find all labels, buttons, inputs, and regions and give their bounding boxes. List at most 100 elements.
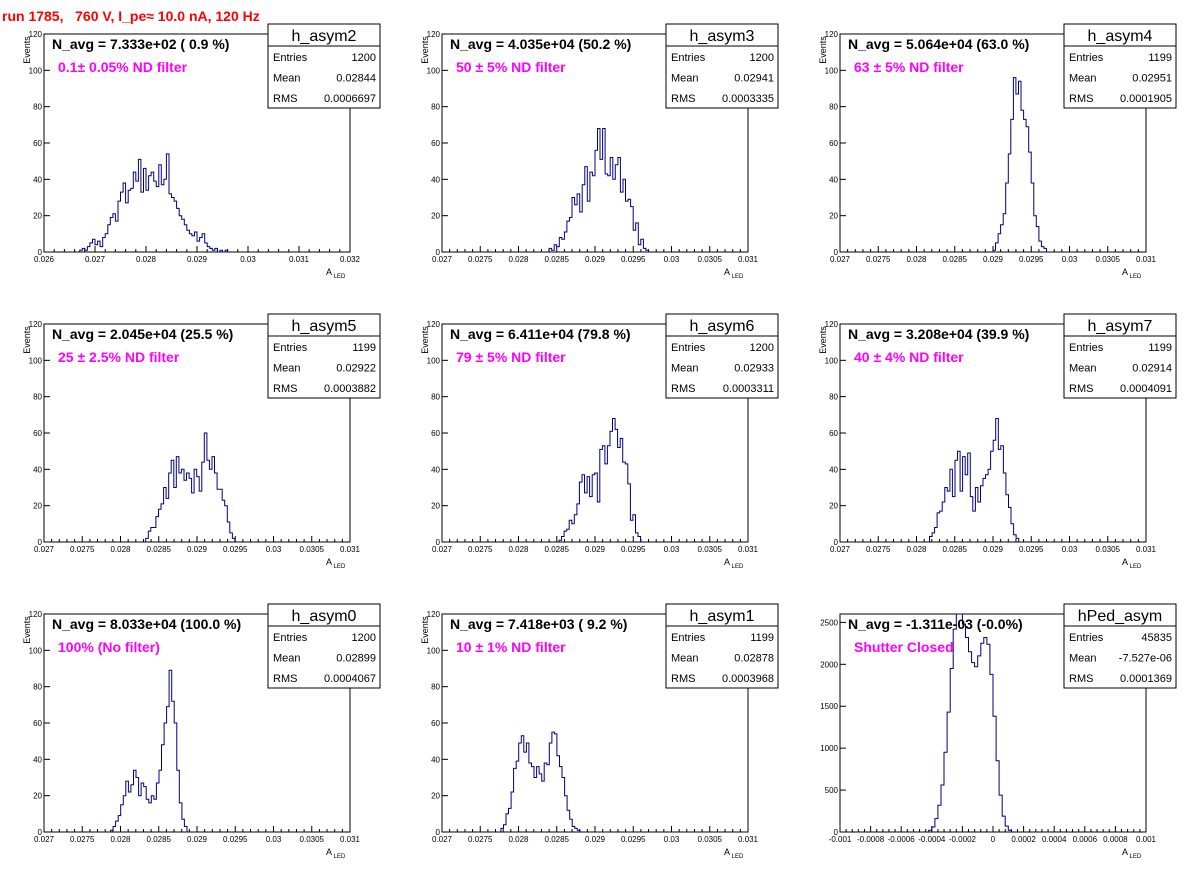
stats-box <box>1063 45 1177 109</box>
histogram-line-h_asym2 <box>79 153 229 253</box>
y-tick-label: 2000 <box>820 660 838 669</box>
x-tick-label: 0.031 <box>340 835 361 844</box>
x-axis-label: A LED <box>1122 267 1142 280</box>
y-tick-label: 40 <box>431 175 440 184</box>
y-tick-label: 0 <box>38 828 43 837</box>
y-axis-label: Events <box>22 616 32 644</box>
y-tick-label: 120 <box>427 610 441 619</box>
stats-key: Mean <box>1069 653 1097 665</box>
x-tick-label: 0.0275 <box>866 545 891 554</box>
y-tick-label: 120 <box>825 320 839 329</box>
y-tick-label: 100 <box>427 356 441 365</box>
x-tick-label: 0.0295 <box>621 255 646 264</box>
stats-value: 1199 <box>1148 52 1172 64</box>
y-axis-label: Events <box>22 36 32 64</box>
x-tick-label: -0.0006 <box>888 835 916 844</box>
stats-title: h_asym3 <box>690 28 755 45</box>
stats-key: RMS <box>273 673 297 685</box>
x-tick-label: 0.001 <box>1136 835 1157 844</box>
stats-value: 0.02878 <box>734 653 774 665</box>
y-tick-label: 80 <box>829 103 838 112</box>
y-axis-label: Events <box>420 616 430 644</box>
y-tick-label: 40 <box>829 465 838 474</box>
x-tick-label: 0.028 <box>110 545 131 554</box>
x-tick-label: 0.0275 <box>468 255 493 264</box>
stats-title: h_asym7 <box>1088 318 1153 335</box>
x-tick-label: 0.027 <box>432 835 453 844</box>
y-tick-label: 40 <box>431 465 440 474</box>
y-axis-label: Events <box>818 326 828 354</box>
x-tick-label: 0.0305 <box>300 835 325 844</box>
y-axis-label: Events <box>22 326 32 354</box>
stats-box <box>665 45 779 109</box>
navg-label: N_avg = 7.333e+02 ( 0.9 %) <box>52 36 229 52</box>
x-tick-label: 0.0004 <box>1042 835 1067 844</box>
stats-key: RMS <box>671 673 695 685</box>
y-tick-label: 0 <box>834 828 839 837</box>
x-tick-label: 0.0008 <box>1103 835 1128 844</box>
x-tick-label: 0.0285 <box>545 255 570 264</box>
filter-label: 100% (No filter) <box>58 639 160 655</box>
x-tick-label: 0.028 <box>508 545 529 554</box>
x-tick-label: 0.03 <box>240 255 256 264</box>
x-tick-label: 0.031 <box>1136 255 1157 264</box>
x-tick-label: 0.0275 <box>468 545 493 554</box>
y-tick-label: 100 <box>29 66 43 75</box>
y-tick-label: 1500 <box>820 702 838 711</box>
x-axis-label: A LED <box>1122 847 1142 860</box>
y-axis-label: Events <box>818 36 828 64</box>
stats-key: Entries <box>273 632 308 644</box>
stats-value: 1200 <box>352 632 376 644</box>
y-tick-label: 0 <box>436 248 441 257</box>
navg-label: N_avg = 7.418e+03 ( 9.2 %) <box>450 616 627 632</box>
y-tick-label: 80 <box>431 683 440 692</box>
stats-value: 45835 <box>1141 632 1172 644</box>
stats-box <box>267 625 381 689</box>
x-tick-label: 0.0275 <box>468 835 493 844</box>
x-tick-label: 0.027 <box>34 835 55 844</box>
histogram-panel-h_asym3: 0.027 0.0275 0.028 0.0285 0.029 0.0295 0.03 0.0… <box>420 23 779 280</box>
stats-key: Mean <box>1069 363 1097 375</box>
y-tick-label: 40 <box>33 175 42 184</box>
y-tick-label: 20 <box>33 212 42 221</box>
y-tick-label: 80 <box>431 103 440 112</box>
y-tick-label: 120 <box>29 320 43 329</box>
x-tick-label: 0.0002 <box>1011 835 1036 844</box>
filter-label: 79 ± 5% ND filter <box>456 349 566 365</box>
stats-value: 0.0003968 <box>722 673 774 685</box>
x-tick-label: 0.0275 <box>70 545 95 554</box>
y-tick-label: 100 <box>29 646 43 655</box>
x-tick-label: 0.031 <box>738 835 759 844</box>
histogram-line-hPed_asym <box>928 613 1012 832</box>
x-tick-label: 0.029 <box>585 835 606 844</box>
x-tick-label: 0.0305 <box>1096 545 1121 554</box>
x-tick-label: 0.031 <box>289 255 310 264</box>
stats-title: h_asym1 <box>690 608 755 625</box>
x-tick-label: 0.029 <box>187 255 208 264</box>
y-tick-label: 80 <box>431 393 440 402</box>
stats-key: Mean <box>671 73 699 85</box>
histogram-panel-h_asym0: 0.027 0.0275 0.028 0.0285 0.029 0.0295 0.03 0.0… <box>22 603 381 860</box>
y-tick-label: 20 <box>33 502 42 511</box>
filter-label: 0.1± 0.05% ND filter <box>58 59 188 75</box>
y-tick-label: 60 <box>33 719 42 728</box>
y-tick-label: 0 <box>834 248 839 257</box>
stats-title: h_asym6 <box>690 318 755 335</box>
x-tick-label: 0.03 <box>664 255 680 264</box>
x-tick-label: -0.0004 <box>918 835 946 844</box>
y-tick-label: 100 <box>825 66 839 75</box>
stats-title: hPed_asym <box>1078 608 1163 625</box>
x-tick-label: 0.0295 <box>621 545 646 554</box>
x-tick-label: 0.027 <box>830 545 851 554</box>
stats-value: 0.02899 <box>336 653 376 665</box>
x-tick-label: 0.029 <box>983 545 1004 554</box>
x-tick-label: 0.0285 <box>943 545 968 554</box>
histogram-panel-hPed_asym: -0.001 -0.0008 -0.0006 -0.0004 -0.0002 0 0.000… <box>820 603 1177 860</box>
filter-label: 25 ± 2.5% ND filter <box>58 349 180 365</box>
y-tick-label: 60 <box>33 139 42 148</box>
stats-key: RMS <box>671 93 695 105</box>
stats-key: Entries <box>1069 52 1104 64</box>
x-tick-label: 0.03 <box>1062 255 1078 264</box>
x-tick-label: 0.029 <box>187 545 208 554</box>
